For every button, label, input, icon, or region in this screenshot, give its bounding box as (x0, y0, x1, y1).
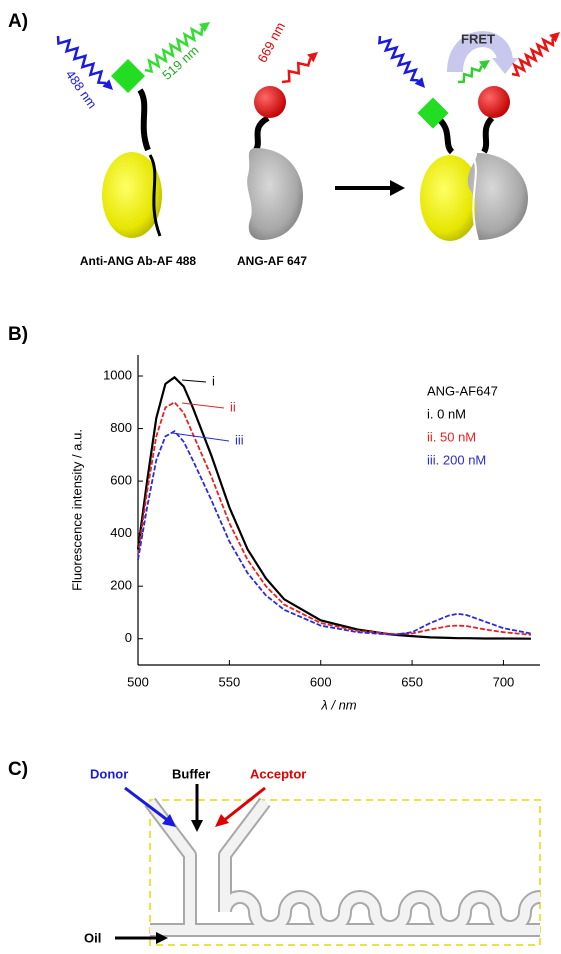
antigen (467, 153, 528, 240)
panel-a: A) 488 nm 519 nm Anti-ANG Ab-AF 488 669 … (8, 11, 528, 268)
legend-entry: ii. 50 nM (427, 429, 476, 444)
light-wave-head (478, 60, 490, 70)
antigen (247, 148, 303, 240)
light-wave (378, 35, 419, 82)
inlet-label: Acceptor (250, 766, 306, 781)
donor-dye (417, 97, 449, 129)
arrow (124, 786, 171, 824)
arrow-head (390, 180, 405, 196)
arrow-head (156, 932, 168, 944)
caption: ANG-AF 647 (237, 254, 307, 268)
light-wave (281, 58, 312, 84)
series-line (137, 401, 531, 636)
light-wave-head (102, 79, 113, 90)
light-wave-head (414, 77, 425, 88)
acceptor-dye (478, 86, 510, 118)
x-tick-label: 500 (127, 674, 149, 689)
y-tick-label: 400 (110, 525, 132, 540)
fret-arrow-head (492, 58, 518, 74)
x-tick-label: 600 (310, 674, 332, 689)
linker (437, 117, 455, 155)
channels (144, 797, 541, 937)
edge (148, 154, 162, 237)
label-pointer (181, 402, 225, 409)
light-wave (56, 35, 106, 85)
inlet-label: Donor (90, 766, 128, 781)
donor-dye (111, 59, 145, 93)
arrow-head (215, 814, 229, 827)
legend-entry: i. 0 nM (427, 406, 466, 421)
antibody-half (420, 155, 480, 241)
x-axis-label: λ / nm (320, 697, 356, 712)
curve-label: i (212, 373, 215, 388)
y-tick-label: 800 (110, 420, 132, 435)
series-line (136, 375, 531, 640)
y-tick-label: 200 (110, 578, 132, 593)
arrow-head (191, 820, 203, 832)
curve-label: iii (235, 432, 244, 447)
view-box (149, 799, 541, 946)
caption: Anti-ANG Ab-AF 488 (80, 254, 197, 268)
fret-arrow (447, 31, 513, 73)
light-wave-head (198, 22, 210, 32)
light-wave-head (307, 52, 318, 63)
panel-label: B) (8, 324, 28, 345)
linker (253, 115, 270, 152)
inlet-label: Buffer (172, 766, 210, 781)
y-tick-label: 600 (110, 473, 132, 488)
label-pointer (171, 432, 230, 442)
linker (137, 88, 151, 152)
linker (481, 115, 495, 154)
x-tick-label: 550 (219, 674, 241, 689)
y-tick-label: 1000 (103, 367, 132, 382)
inlet-label: Oil (84, 930, 101, 945)
wavelength: 669 nm (254, 20, 288, 65)
x-tick-label: 650 (401, 674, 423, 689)
acceptor-dye (254, 86, 286, 118)
y-axis-label: Fluorescence intensity / a.u. (69, 429, 84, 591)
light-wave (457, 65, 483, 84)
series-line (137, 430, 532, 636)
arrow (221, 786, 266, 824)
panel-c: C) Donor Buffer Acceptor Oil (8, 759, 541, 946)
y-tick-label: 0 (125, 630, 132, 645)
light-wave-head (549, 32, 560, 43)
edge (472, 155, 479, 241)
panel-label: C) (8, 759, 28, 780)
light-wave (511, 37, 555, 77)
legend-entry: iii. 200 nM (427, 452, 486, 467)
curve-label: ii (230, 399, 236, 414)
label-pointer (181, 379, 207, 383)
legend-title: ANG-AF647 (427, 383, 498, 398)
antibody-half (102, 152, 162, 238)
light-wave (144, 26, 204, 74)
fret-label: FRET (461, 31, 495, 46)
x-tick-label: 700 (493, 674, 515, 689)
panel-label: A) (8, 11, 28, 32)
arrow-head (162, 814, 176, 827)
